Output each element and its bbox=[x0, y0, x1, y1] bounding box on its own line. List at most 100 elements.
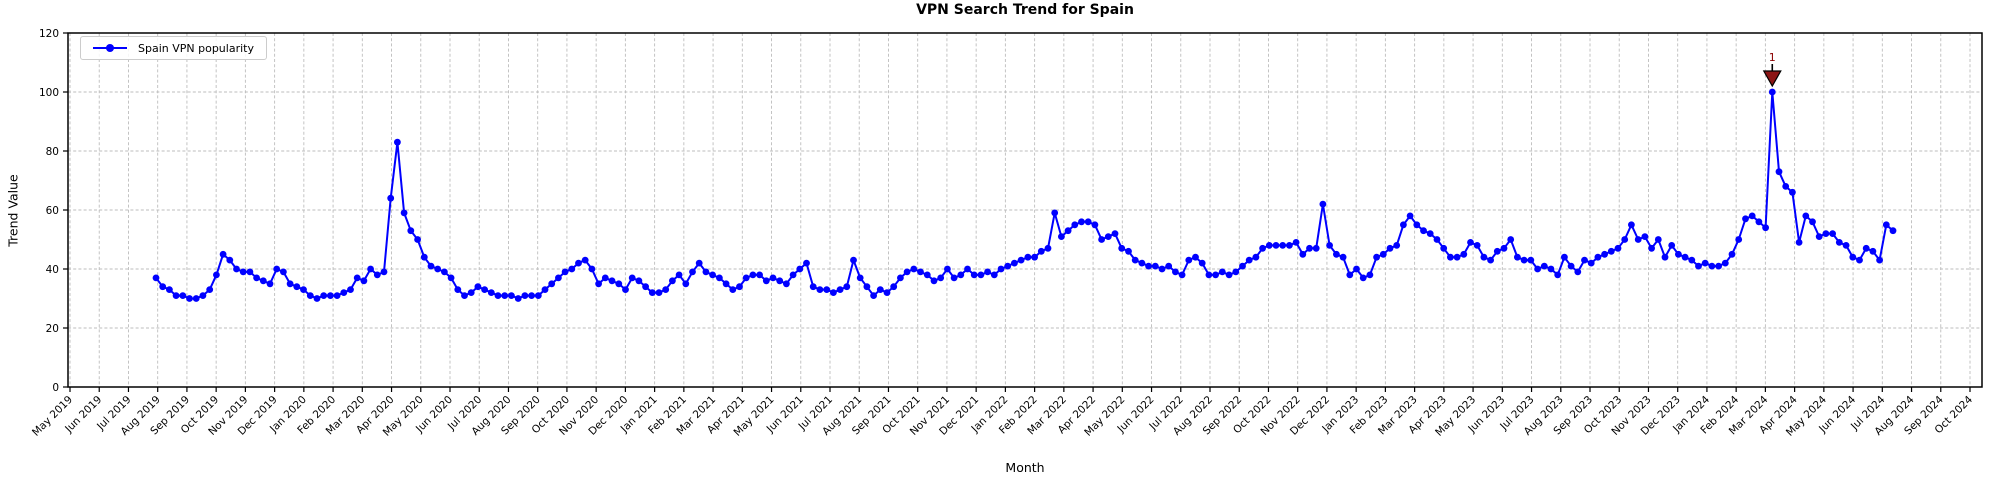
data-point-marker bbox=[1708, 262, 1716, 270]
data-point-marker bbox=[883, 289, 891, 296]
data-point-marker bbox=[1259, 244, 1266, 252]
data-point-marker bbox=[816, 286, 824, 293]
data-point-marker bbox=[622, 286, 629, 293]
data-point-marker bbox=[1815, 233, 1823, 241]
data-point-marker bbox=[246, 268, 254, 276]
data-point-marker bbox=[749, 271, 757, 279]
data-point-marker bbox=[1500, 244, 1508, 252]
data-point-marker bbox=[675, 271, 683, 279]
data-point-marker bbox=[1044, 244, 1052, 252]
data-point-marker bbox=[521, 292, 529, 299]
data-point-marker bbox=[1433, 236, 1441, 243]
data-point-marker bbox=[1198, 259, 1206, 267]
data-point-marker bbox=[1634, 236, 1642, 243]
data-point-marker bbox=[776, 277, 784, 285]
data-point-marker bbox=[514, 295, 522, 302]
data-point-marker bbox=[1802, 212, 1810, 220]
data-point-marker bbox=[876, 286, 884, 293]
data-point-marker bbox=[944, 265, 951, 273]
data-point-marker bbox=[628, 274, 636, 282]
data-point-marker bbox=[1715, 262, 1722, 270]
data-point-marker bbox=[984, 268, 991, 276]
data-point-marker bbox=[1574, 268, 1582, 276]
data-point-marker bbox=[1185, 256, 1193, 264]
data-point-marker bbox=[313, 295, 321, 302]
data-point-marker bbox=[937, 274, 945, 282]
data-point-marker bbox=[1581, 256, 1588, 264]
data-point-marker bbox=[481, 286, 488, 293]
data-point-marker bbox=[420, 253, 428, 261]
data-point-marker bbox=[716, 274, 723, 282]
data-point-marker bbox=[1473, 242, 1481, 249]
data-point-marker bbox=[1641, 233, 1649, 241]
data-point-marker bbox=[762, 277, 770, 285]
data-point-marker bbox=[233, 265, 240, 273]
data-point-marker bbox=[320, 292, 328, 299]
data-point-marker bbox=[890, 283, 898, 291]
data-point-marker bbox=[347, 286, 354, 293]
data-point-marker bbox=[1567, 262, 1575, 270]
data-point-marker bbox=[259, 277, 267, 285]
data-point-marker bbox=[219, 250, 227, 258]
data-point-marker bbox=[1071, 221, 1079, 229]
data-point-marker bbox=[1614, 244, 1622, 252]
data-point-marker bbox=[1145, 262, 1152, 270]
data-point-marker bbox=[327, 292, 334, 299]
data-point-marker bbox=[655, 289, 663, 296]
data-point-marker bbox=[1299, 250, 1307, 258]
data-point-marker bbox=[742, 274, 750, 282]
data-point-marker bbox=[1400, 221, 1407, 229]
data-point-marker bbox=[662, 286, 670, 293]
data-point-marker bbox=[1265, 242, 1273, 249]
x-axis-label: Month bbox=[1005, 460, 1045, 475]
data-point-marker bbox=[1212, 271, 1219, 279]
data-point-marker bbox=[1125, 247, 1132, 255]
data-point-marker bbox=[1621, 236, 1629, 243]
data-point-marker bbox=[803, 259, 810, 267]
data-point-marker bbox=[454, 286, 462, 293]
legend-label: Spain VPN popularity bbox=[138, 41, 254, 55]
data-point-marker bbox=[648, 289, 656, 296]
data-point-marker bbox=[1869, 247, 1877, 255]
chart-title: VPN Search Trend for Spain bbox=[916, 2, 1134, 18]
data-point-marker bbox=[1158, 265, 1166, 273]
data-point-marker bbox=[1547, 265, 1555, 273]
data-point-marker bbox=[1272, 242, 1280, 249]
data-point-marker bbox=[373, 271, 381, 279]
data-point-marker bbox=[863, 283, 871, 291]
data-point-marker bbox=[1889, 227, 1897, 235]
data-point-marker bbox=[353, 274, 361, 282]
data-point-marker bbox=[796, 265, 804, 273]
data-point-marker bbox=[1279, 242, 1287, 249]
data-point-marker bbox=[1225, 271, 1233, 279]
data-point-marker bbox=[1809, 218, 1816, 226]
data-point-marker bbox=[1440, 244, 1448, 252]
annotation-label: 1 bbox=[1769, 51, 1776, 64]
data-point-marker bbox=[635, 277, 643, 285]
data-point-marker bbox=[1359, 274, 1367, 282]
data-point-marker bbox=[1721, 259, 1729, 267]
y-tick-label: 120 bbox=[39, 28, 59, 40]
data-point-marker bbox=[689, 268, 696, 276]
data-point-marker bbox=[280, 268, 287, 276]
y-tick-label: 0 bbox=[52, 382, 59, 394]
data-point-marker bbox=[1111, 230, 1119, 238]
data-point-marker bbox=[1393, 242, 1401, 249]
data-point-marker bbox=[387, 194, 395, 202]
data-point-marker bbox=[508, 292, 515, 299]
data-point-marker bbox=[575, 259, 582, 267]
data-point-marker bbox=[1755, 218, 1763, 226]
data-point-marker bbox=[1661, 253, 1669, 261]
data-point-marker bbox=[1520, 256, 1528, 264]
data-point-marker bbox=[253, 274, 260, 282]
data-point-marker bbox=[1353, 265, 1360, 273]
data-point-marker bbox=[1768, 88, 1776, 96]
data-point-marker bbox=[1178, 271, 1186, 279]
data-point-marker bbox=[467, 289, 475, 296]
data-point-marker bbox=[206, 286, 214, 293]
data-point-marker bbox=[1587, 259, 1595, 267]
data-point-marker bbox=[555, 274, 562, 282]
data-point-marker bbox=[736, 283, 743, 291]
data-point-marker bbox=[541, 286, 549, 293]
data-point-marker bbox=[1829, 230, 1836, 238]
